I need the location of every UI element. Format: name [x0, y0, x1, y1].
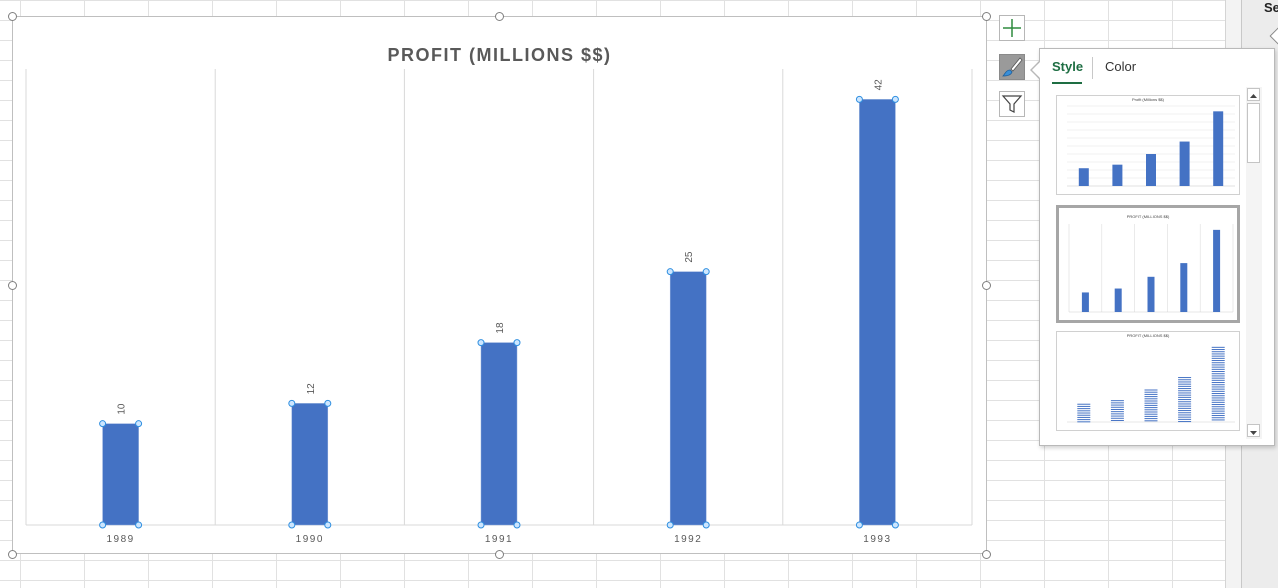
chart-resize-handle-br[interactable] — [982, 550, 991, 559]
style-thumbnail-title: Profit (Millions $$) — [1131, 97, 1164, 102]
paintbrush-icon — [1002, 57, 1023, 77]
thumbnail-bar — [1078, 168, 1089, 186]
tab-style-underline — [1052, 82, 1082, 84]
bar-selection-handle[interactable] — [702, 268, 710, 276]
bar[interactable] — [480, 342, 518, 526]
flyout-scrollbar[interactable] — [1246, 87, 1262, 439]
bar-selection-handle[interactable] — [135, 521, 143, 529]
data-label: 18 — [495, 322, 506, 334]
bar[interactable] — [291, 403, 329, 526]
bar-selection-handle[interactable] — [666, 521, 674, 529]
category-tick-label: 1989 — [106, 534, 134, 545]
caret-up-icon — [1250, 94, 1257, 98]
chart-resize-handle-bm[interactable] — [495, 550, 504, 559]
bar-selection-handle[interactable] — [891, 521, 899, 529]
chart-resize-handle-tm[interactable] — [495, 12, 504, 21]
data-label: 10 — [117, 403, 128, 415]
flyout-pointer-fill — [1032, 61, 1041, 79]
chart-resize-handle-mr[interactable] — [982, 281, 991, 290]
bar-selection-handle[interactable] — [288, 521, 296, 529]
thumbnail-bar — [1081, 292, 1089, 312]
thumbnail-bar — [1146, 154, 1156, 186]
bar-selection-handle[interactable] — [666, 268, 674, 276]
data-label: 42 — [873, 79, 884, 91]
thumbnail-bar — [1112, 164, 1123, 186]
style-thumbnail-title: PROFIT (MILLIONS $$) — [1126, 333, 1170, 338]
bar-selection-handle[interactable] — [477, 339, 485, 347]
data-label: 12 — [306, 383, 317, 395]
thumbnail-bar — [1114, 288, 1122, 312]
bar-selection-handle[interactable] — [891, 95, 899, 103]
plot-area[interactable]: 10 1989 12 1990 18 1991 25 1992 42 1993 — [13, 17, 988, 555]
caret-down-icon — [1250, 431, 1257, 435]
style-thumbnail-2[interactable]: PROFIT (MILLIONS $$) — [1056, 205, 1240, 323]
chart-elements-button[interactable] — [999, 15, 1025, 41]
chart-resize-handle-tl[interactable] — [8, 12, 17, 21]
scroll-up-button[interactable] — [1247, 88, 1260, 101]
data-label: 25 — [684, 251, 695, 263]
category-tick-label: 1990 — [296, 534, 324, 545]
bar-selection-handle[interactable] — [513, 521, 521, 529]
style-thumbnail-title: PROFIT (MILLIONS $$) — [1126, 214, 1170, 219]
thumbnail-bar — [1213, 111, 1224, 186]
bar-selection-handle[interactable] — [99, 420, 107, 428]
bar-selection-handle[interactable] — [855, 521, 863, 529]
bar-selection-handle[interactable] — [513, 339, 521, 347]
category-tick-label: 1992 — [674, 534, 702, 545]
scroll-down-button[interactable] — [1247, 424, 1260, 437]
plus-icon — [1003, 19, 1021, 37]
style-thumbnail-1[interactable]: Profit (Millions $$) — [1056, 95, 1240, 195]
bar-selection-handle[interactable] — [99, 521, 107, 529]
bar-selection-handle[interactable] — [477, 521, 485, 529]
style-thumbnail-3[interactable]: PROFIT (MILLIONS $$) — [1056, 331, 1240, 431]
chart-resize-handle-ml[interactable] — [8, 281, 17, 290]
thumbnail-bar — [1213, 229, 1221, 312]
pane-pin-icon[interactable] — [1269, 27, 1278, 45]
bar[interactable] — [102, 423, 139, 526]
bar-selection-handle[interactable] — [324, 521, 332, 529]
chart-filters-button[interactable] — [999, 91, 1025, 117]
style-thumbnail-chart — [1067, 105, 1235, 187]
bar-selection-handle[interactable] — [324, 399, 332, 407]
tab-color[interactable]: Color — [1105, 59, 1137, 74]
bar[interactable] — [669, 271, 707, 526]
bar-selection-handle[interactable] — [855, 95, 863, 103]
chart-resize-handle-bl[interactable] — [8, 550, 17, 559]
bar[interactable] — [859, 99, 896, 526]
category-tick-label: 1991 — [485, 534, 513, 545]
bar-selection-handle[interactable] — [135, 420, 143, 428]
scrollbar-thumb[interactable] — [1247, 103, 1260, 163]
thumbnail-bar — [1147, 276, 1155, 312]
chart-style-flyout: Style Color Profit (Millions $$) PROFIT … — [1039, 48, 1275, 446]
bar-selection-handle[interactable] — [702, 521, 710, 529]
chart-area[interactable]: PROFIT (MILLIONS $$) 10 1989 12 1990 18 1991 2… — [12, 16, 987, 554]
funnel-icon — [1001, 95, 1023, 113]
side-pane-label: Se — [1264, 0, 1278, 15]
chart-resize-handle-tr[interactable] — [982, 12, 991, 21]
tab-style[interactable]: Style — [1052, 59, 1084, 74]
chart-styles-button[interactable] — [999, 54, 1025, 80]
thumbnail-bar — [1180, 263, 1188, 312]
style-thumbnail-chart — [1067, 346, 1235, 423]
bar-selection-handle[interactable] — [288, 399, 296, 407]
style-thumbnail-chart — [1068, 224, 1234, 313]
tab-divider — [1092, 57, 1093, 79]
thumbnail-bar — [1179, 141, 1190, 186]
chart-title[interactable]: PROFIT (MILLIONS $$) — [387, 45, 612, 65]
category-tick-label: 1993 — [863, 534, 891, 545]
